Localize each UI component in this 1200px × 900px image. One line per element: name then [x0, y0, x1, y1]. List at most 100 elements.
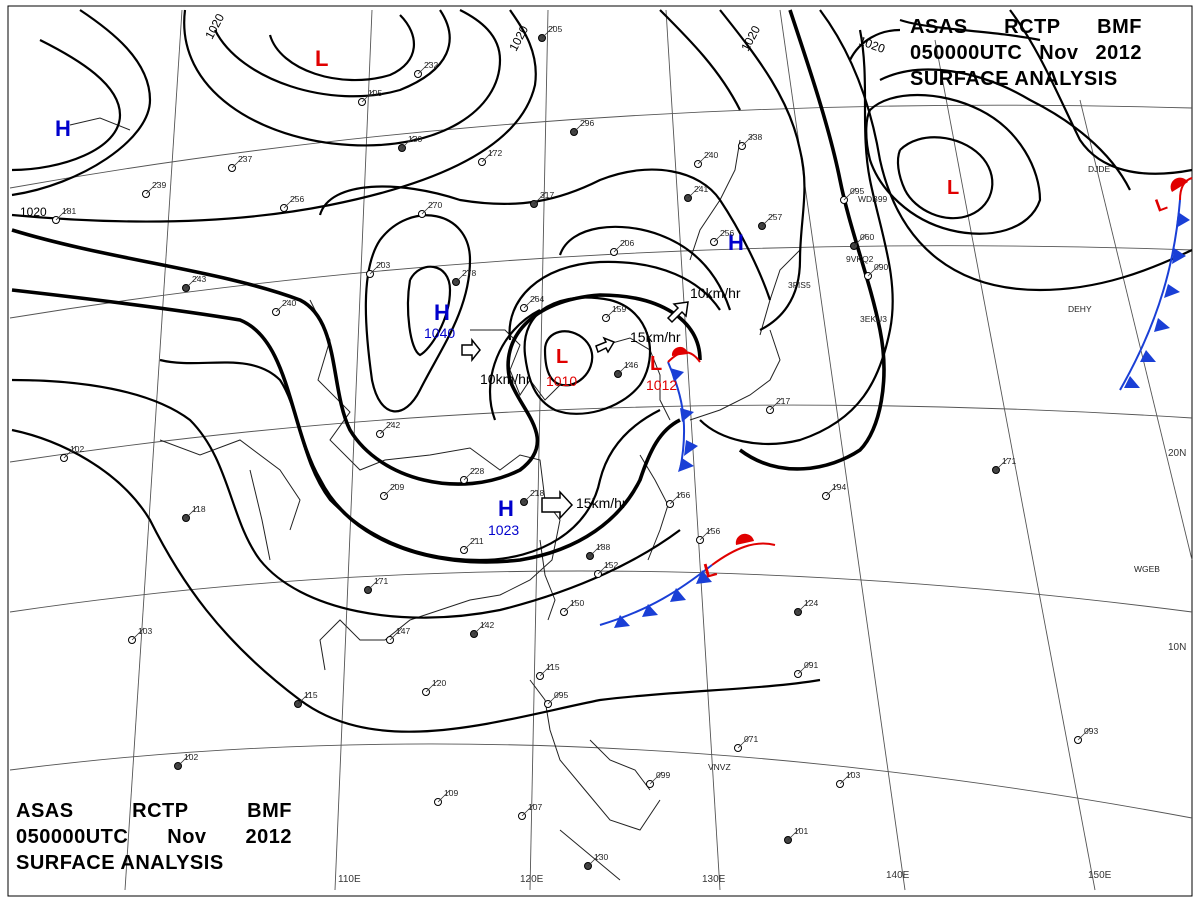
station-plot: 101: [784, 826, 808, 844]
station-plot: 118: [182, 504, 206, 522]
station-plots: 205 232 105 130 237 172 296 256 270 317 206 240 241 2…: [52, 24, 1098, 870]
wind-barb: [463, 467, 477, 481]
station-plot: 130: [398, 134, 422, 152]
wind-barb: [421, 201, 435, 215]
grid-labels: 110E 120E 130E 140E 150E 20N 10N: [338, 448, 1186, 885]
wind-barb: [867, 263, 881, 277]
station-plot: 203: [366, 260, 390, 278]
station-pressure: 211: [470, 536, 484, 546]
station-plot: 152: [594, 560, 618, 578]
station-pressure: 115: [304, 690, 318, 700]
station-plot: 124: [794, 598, 818, 616]
station-pressure: 232: [424, 60, 438, 70]
station-pressure: 124: [804, 598, 818, 608]
station-pressure: 239: [152, 180, 166, 190]
ship-callsign: 3FIS5: [788, 280, 811, 290]
station-pressure: 120: [432, 678, 446, 688]
cold-front-north: [667, 346, 701, 472]
station-plot: 115: [536, 662, 560, 680]
wind-barb: [797, 661, 811, 675]
header-time: 050000UTC: [910, 42, 1023, 64]
station-plot: 091: [794, 660, 818, 678]
station-plot: 240: [272, 298, 296, 316]
motion-arrow-high: [461, 337, 481, 363]
wind-barb: [367, 577, 381, 591]
wind-barb: [797, 599, 811, 613]
wind-barb: [437, 789, 451, 803]
wind-barb: [617, 361, 631, 375]
station-plot: 205: [538, 24, 562, 42]
isobar-label: 1020: [202, 11, 227, 41]
wind-barb: [843, 187, 857, 201]
station-plot: 103: [836, 770, 860, 788]
wind-barb: [539, 663, 553, 677]
header-source: ASAS: [910, 16, 968, 38]
station-pressure: 296: [580, 118, 594, 128]
station-pressure: 142: [480, 620, 494, 630]
wind-barb: [283, 195, 297, 209]
map-header-top: ASAS RCTP BMF 050000UTC Nov 2012 SURFACE ANA…: [910, 14, 1142, 92]
station-pressure: 130: [594, 852, 608, 862]
wind-barb: [737, 735, 751, 749]
wind-barb: [131, 627, 145, 641]
header-time: 050000UTC: [16, 826, 129, 848]
wind-barb: [573, 119, 587, 133]
station-pressure: 270: [428, 200, 442, 210]
station-pressure: 152: [604, 560, 618, 570]
isobar-label: 1020: [857, 34, 887, 56]
longitude-lines: [124, 9, 1193, 891]
station-plot: 206: [610, 238, 634, 256]
station-plot: 142: [470, 620, 494, 638]
station-plot: 270: [418, 200, 442, 218]
wind-barb: [547, 691, 561, 705]
longitude-label: 150E: [1088, 870, 1112, 881]
header-month: Nov: [1039, 42, 1079, 64]
station-plot: 093: [1074, 726, 1098, 744]
header-source: ASAS: [16, 800, 74, 822]
station-plot: 166: [666, 490, 690, 508]
station-plot: 171: [992, 456, 1016, 474]
wind-barb: [533, 191, 547, 205]
station-pressure: 256: [290, 194, 304, 204]
station-pressure: 209: [390, 482, 404, 492]
isobars: [11, 9, 1193, 733]
wind-barb: [761, 213, 775, 227]
map-frame: [7, 5, 1193, 897]
station-pressure: 090: [874, 262, 888, 272]
header-year: 2012: [245, 826, 292, 848]
station-pressure: 115: [546, 662, 560, 672]
wind-barb: [839, 771, 853, 785]
station-plot: 156: [696, 526, 720, 544]
station-plot: 218: [520, 488, 544, 506]
station-plot: 095: [544, 690, 568, 708]
header-title: SURFACE ANALYSIS: [16, 852, 224, 874]
wind-barb: [587, 853, 601, 867]
wind-barb: [297, 691, 311, 705]
low-center: L: [702, 558, 719, 582]
ship-callsign: WDB99: [858, 194, 888, 204]
station-plot: 060: [850, 232, 874, 250]
station-plot: 109: [434, 788, 458, 806]
wind-barb: [713, 229, 727, 243]
wind-barb: [425, 679, 439, 693]
longitude-label: 140E: [886, 870, 910, 881]
station-plot: 278: [452, 268, 476, 286]
station-pressure: 241: [694, 184, 708, 194]
station-pressure: 264: [530, 294, 544, 304]
header-month: Nov: [167, 826, 207, 848]
station-plot: 264: [520, 294, 544, 312]
station-pressure: 205: [548, 24, 562, 34]
station-plot: 256: [710, 228, 734, 246]
station-plot: 239: [142, 180, 166, 198]
ship-callsign: 9VKQ2: [846, 254, 874, 264]
high-center: H: [434, 300, 450, 325]
wind-barb: [649, 771, 663, 785]
wind-barb: [523, 489, 537, 503]
station-pressure: 206: [620, 238, 634, 248]
wind-barb: [787, 827, 801, 841]
motion-arrow-high-1023: [541, 490, 574, 520]
station-plot: 317: [530, 190, 554, 208]
motion-labels: 10km/hr 15km/hr 10km/hr 15km/hr: [480, 285, 741, 511]
station-pressure: 095: [850, 186, 864, 196]
